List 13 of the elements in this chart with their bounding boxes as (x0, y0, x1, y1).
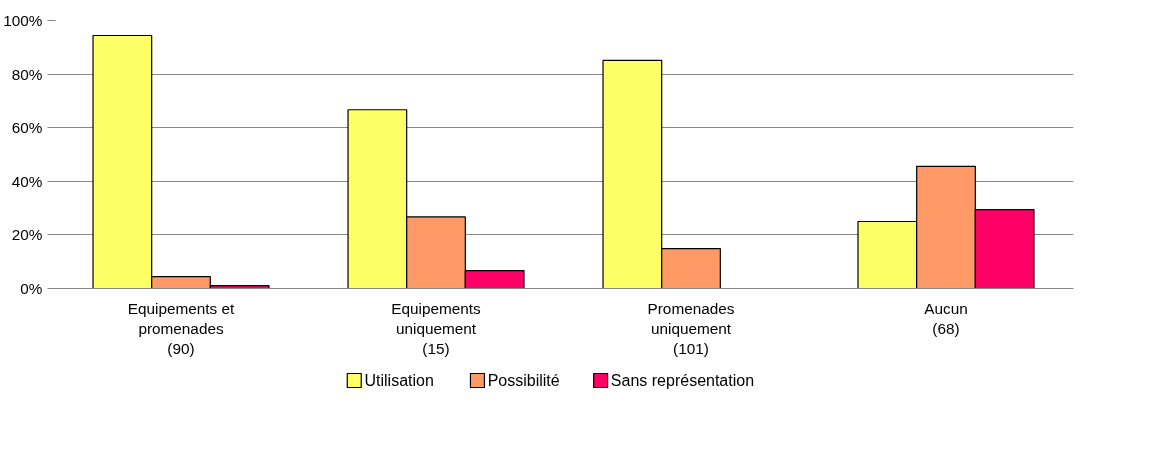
y-tick-label: 60% (11, 119, 43, 137)
legend-label: Sans représentation (610, 372, 755, 389)
legend-label: Utilisation (364, 372, 434, 389)
x-tick-label: Aucun (68) (924, 299, 968, 337)
x-tick-label: Equipements et promenades (90) (127, 299, 235, 358)
x-tick-label: Promenades uniquement (101) (647, 299, 735, 358)
y-tick-label: 20% (11, 226, 43, 244)
y-tick-label: 40% (11, 172, 43, 190)
y-tick-label: 0% (20, 280, 43, 297)
y-tick-label: 80% (11, 65, 43, 83)
x-tick-label: Equipements uniquement (15) (391, 299, 482, 358)
y-tick-label: 100% (3, 12, 43, 29)
legend-label: Possibilité (487, 372, 560, 389)
